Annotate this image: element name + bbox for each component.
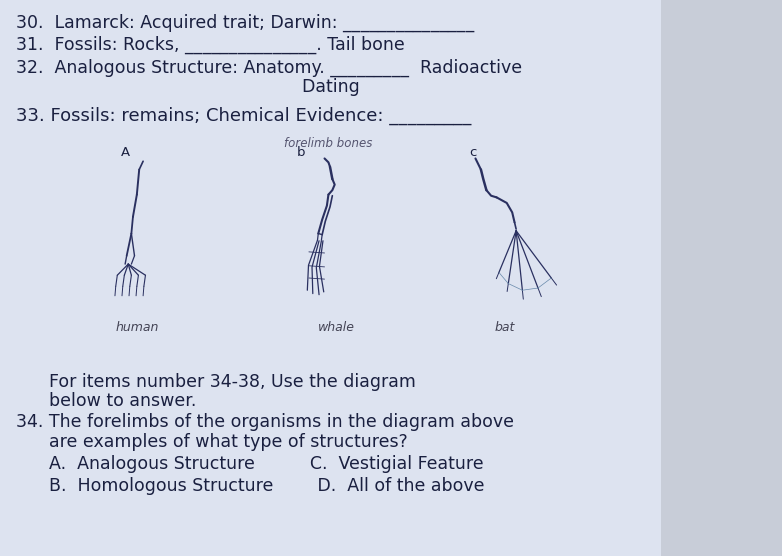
Text: forelimb bones: forelimb bones [284,137,373,150]
Text: A: A [121,146,131,158]
Text: 34. The forelimbs of the organisms in the diagram above: 34. The forelimbs of the organisms in th… [16,413,514,430]
Text: For items number 34-38, Use the diagram: For items number 34-38, Use the diagram [16,373,415,390]
Text: are examples of what type of structures?: are examples of what type of structures? [16,433,407,450]
Text: 32.  Analogous Structure: Anatomy. _________  Radioactive: 32. Analogous Structure: Anatomy. ______… [16,58,522,77]
Text: 31.  Fossils: Rocks, _______________. Tail bone: 31. Fossils: Rocks, _______________. Tai… [16,36,404,54]
Text: A.  Analogous Structure          C.  Vestigial Feature: A. Analogous Structure C. Vestigial Feat… [16,455,483,473]
Text: c: c [469,146,476,158]
Text: below to answer.: below to answer. [16,392,196,410]
Text: 30.  Lamarck: Acquired trait; Darwin: _______________: 30. Lamarck: Acquired trait; Darwin: ___… [16,14,474,32]
Text: b: b [297,146,306,158]
Text: Dating: Dating [16,78,360,96]
Text: bat: bat [494,321,515,334]
Text: whale: whale [317,321,355,334]
Text: B.  Homologous Structure        D.  All of the above: B. Homologous Structure D. All of the ab… [16,477,484,495]
Text: human: human [115,321,159,334]
Text: 33. Fossils: remains; Chemical Evidence: _________: 33. Fossils: remains; Chemical Evidence:… [16,107,471,125]
FancyBboxPatch shape [0,0,661,556]
